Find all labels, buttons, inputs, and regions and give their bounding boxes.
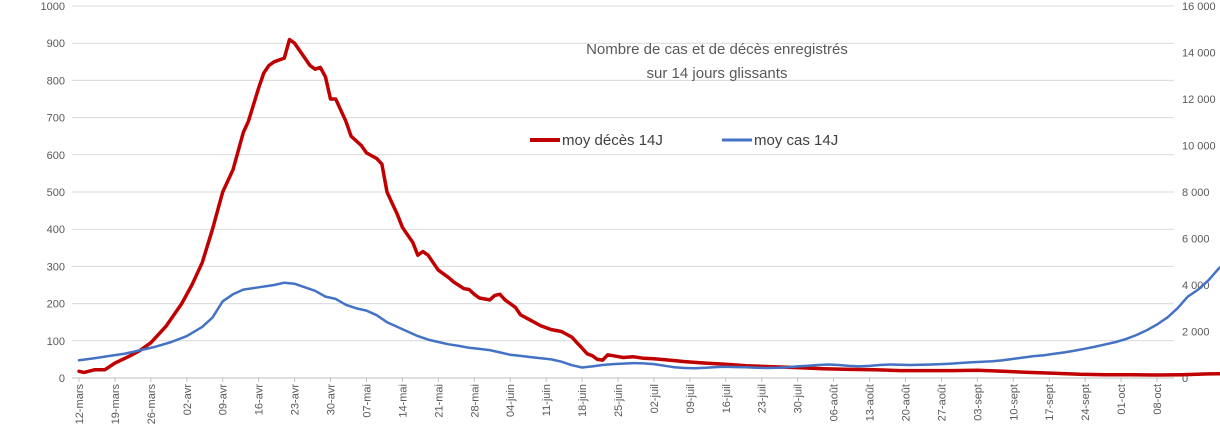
x-tick-label: 25-juin [613, 384, 625, 417]
x-tick-label: 30-juil [793, 384, 805, 413]
legend: moy décès 14J moy cas 14J [530, 132, 838, 149]
x-tick-label: 17-sept [1044, 384, 1056, 421]
series-line-cas [77, 265, 1220, 370]
y-right-tick-label: 8 000 [1182, 187, 1210, 199]
y-left-tick-label: 1000 [41, 1, 65, 13]
y-right-tick-label: 12 000 [1182, 94, 1216, 106]
y-right-tick-label: 6 000 [1182, 234, 1210, 246]
x-tick-label: 03-sept [972, 384, 984, 421]
y-right-tick-label: 4 000 [1182, 280, 1210, 292]
y-left-tick-label: 100 [47, 336, 65, 348]
chart-title-line-1: Nombre de cas et de décès enregistrés [586, 41, 848, 58]
y-right-tick-label: 10 000 [1182, 141, 1216, 153]
x-tick-label: 13-août [865, 384, 877, 421]
x-tick-label: 19-mars [110, 384, 122, 425]
y-left-tick-label: 900 [47, 38, 65, 50]
x-tick-label: 06-août [829, 384, 841, 421]
y-left-tick-label: 0 [59, 373, 65, 385]
x-tick-label: 24-sept [1080, 384, 1092, 421]
x-tick-label: 04-juin [505, 384, 517, 417]
x-tick-label: 23-avr [290, 384, 302, 416]
x-tick-label: 02-juil [649, 384, 661, 413]
x-tick-label: 08-oct [1152, 384, 1164, 415]
series-line-deces [77, 37, 1220, 377]
x-tick-label: 09-juil [685, 384, 697, 413]
y-right-tick-label: 2 000 [1182, 327, 1210, 339]
x-tick-label: 27-août [936, 384, 948, 421]
x-tick-label: 21-mai [433, 384, 445, 418]
x-tick-label: 02-avr [182, 384, 194, 416]
x-tick-label: 09-avr [218, 384, 230, 416]
y-right-tick-label: 14 000 [1182, 48, 1216, 60]
y-left-tick-label: 700 [47, 113, 65, 125]
y-left-tick-label: 400 [47, 224, 65, 236]
x-tick-label: 18-juin [577, 384, 589, 417]
y-left-tick-label: 600 [47, 150, 65, 162]
y-right-tick-label: 0 [1182, 373, 1188, 385]
x-tick-label: 23-juil [757, 384, 769, 413]
series-lines [77, 37, 1220, 377]
x-tick-label: 16-avr [254, 384, 266, 416]
y-left-tick-label: 200 [47, 299, 65, 311]
legend-label-deces: moy décès 14J [562, 132, 663, 149]
x-tick-label: 10-sept [1008, 384, 1020, 421]
axes: 0 100 200 300 400 500 600 700 800 900 1000 0 2 000 4 … [41, 1, 1216, 424]
y-left-tick-label: 500 [47, 187, 65, 199]
y-left-tick-label: 300 [47, 261, 65, 273]
x-tick-label: 11-juin [541, 384, 553, 416]
x-tick-label: 01-oct [1116, 384, 1128, 415]
x-tick-label: 07-mai [361, 384, 373, 418]
x-tick-label: 30-avr [326, 384, 338, 416]
x-tick-label: 12-mars [74, 384, 86, 425]
chart-title: Nombre de cas et de décès enregistrés su… [586, 41, 848, 82]
x-tick-label: 20-août [900, 384, 912, 421]
x-tick-label: 16-juil [721, 384, 733, 413]
chart-title-line-2: sur 14 jours glissants [647, 65, 788, 82]
gridlines [72, 5, 1174, 379]
x-tick-label: 28-mai [469, 384, 481, 418]
x-tick-label: 14-mai [397, 384, 409, 418]
x-tick-label: 26-mars [146, 384, 158, 425]
y-left-tick-label: 800 [47, 75, 65, 87]
legend-label-cas: moy cas 14J [754, 132, 838, 149]
y-right-tick-label: 16 000 [1182, 1, 1216, 13]
